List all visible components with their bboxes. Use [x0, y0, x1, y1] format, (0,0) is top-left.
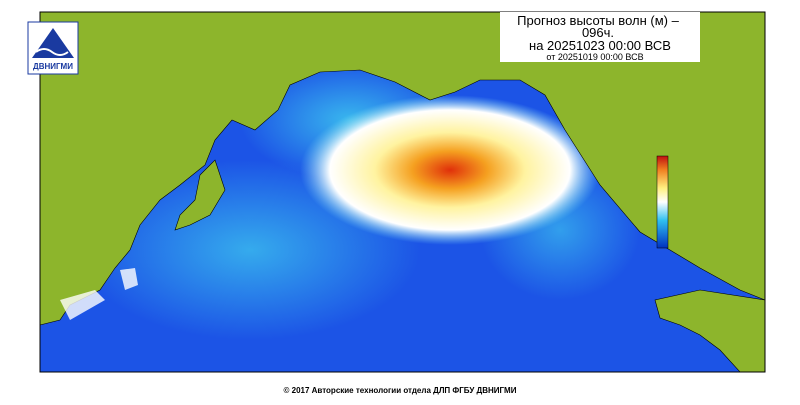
- wave-field: [60, 268, 138, 320]
- logo-icon: [32, 28, 74, 58]
- storm-core: [300, 95, 600, 245]
- map-frame: [39, 11, 766, 373]
- title-line: на 20251023 00:00 ВСВ: [529, 38, 671, 53]
- logo-wave: [35, 48, 69, 56]
- title-box: Прогноз высоты волн (м) – 096ч. на 20251…: [500, 12, 700, 62]
- map-area: [39, 11, 766, 373]
- logo: ДВНИГМИ: [27, 21, 79, 75]
- footer: © 2017 Авторские технологии отдела ДЛП Ф…: [284, 386, 517, 395]
- title-background: [500, 12, 700, 62]
- land: [39, 11, 766, 326]
- title-line: от 20251019 00:00 ВСВ: [546, 52, 643, 62]
- colorbar: [656, 155, 669, 249]
- logo-text: ДВНИГМИ: [33, 62, 73, 71]
- title-line: 096ч.: [582, 25, 614, 40]
- title-line: Прогноз высоты волн (м) –: [517, 13, 679, 28]
- land: [174, 159, 226, 231]
